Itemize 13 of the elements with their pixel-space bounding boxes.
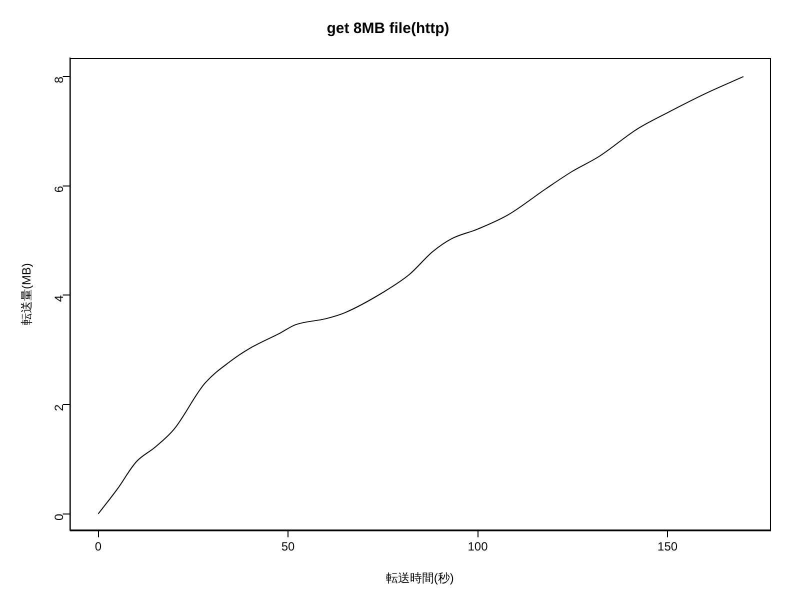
line-series xyxy=(98,76,744,514)
x-axis-title: 転送時間(秒) xyxy=(386,571,454,586)
x-tick-label: 0 xyxy=(94,540,102,554)
y-tick-label: 0 xyxy=(52,513,66,520)
y-tick-label: 6 xyxy=(52,186,66,193)
x-tick-label: 150 xyxy=(658,540,678,554)
x-tick-label: 100 xyxy=(468,540,488,554)
y-tick-label: 4 xyxy=(52,294,66,302)
chart-title: get 8MB file(http) xyxy=(326,20,450,38)
x-tick-label: 50 xyxy=(281,540,296,554)
y-tick-label: 8 xyxy=(52,76,66,84)
y-tick-label: 2 xyxy=(52,404,66,412)
y-axis-title: 転送量(MB) xyxy=(20,263,34,326)
